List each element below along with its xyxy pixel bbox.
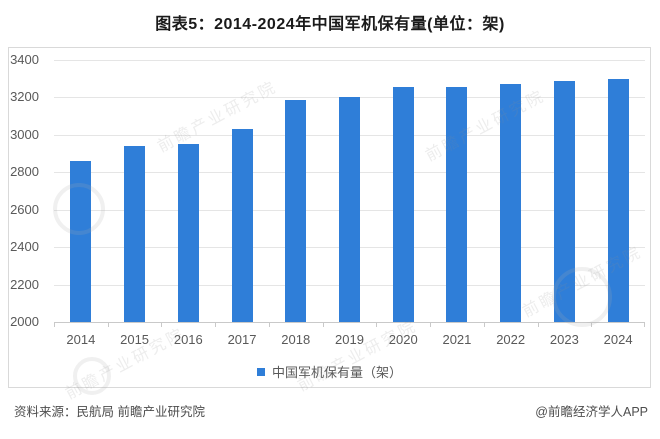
bar-2022 <box>500 84 522 322</box>
chart-area: 3400 3200 3000 2800 2600 2400 2200 2000 2014 201… <box>8 47 651 388</box>
x-axis-tick <box>107 323 109 327</box>
bar-2014 <box>70 161 92 322</box>
y-axis-labels: 3400 3200 3000 2800 2600 2400 2200 2000 <box>9 48 54 348</box>
y-tick-label-3400: 3400 <box>10 52 39 67</box>
x-axis-tick <box>268 323 270 327</box>
brand-text: @前瞻经济学人APP <box>535 405 648 419</box>
y-tick-label-2600: 2600 <box>10 201 39 217</box>
x-axis-tick <box>54 323 55 327</box>
bar-2019 <box>339 96 360 322</box>
bar-2024 <box>607 78 629 322</box>
x-axis-tick <box>161 323 163 327</box>
bar-2023 <box>553 80 575 322</box>
bar-2018 <box>285 100 307 322</box>
bar-2015 <box>124 146 146 322</box>
bar-2016 <box>177 144 199 322</box>
x-tick-label-2019: 2019 <box>335 332 364 347</box>
y-tick-label-3200: 3200 <box>10 89 39 105</box>
x-axis-tick <box>215 323 217 327</box>
x-tick-label-2020: 2020 <box>388 332 418 347</box>
y-tick-label-2400: 2400 <box>10 239 39 255</box>
chart-title: 图表5：2014-2024年中国军机保有量(单位：架) <box>155 16 505 33</box>
gridline-3400 <box>54 60 645 61</box>
x-tick-label-2017: 2017 <box>227 332 257 347</box>
x-axis-tick <box>483 323 485 327</box>
x-tick-label-2015: 2015 <box>120 332 150 347</box>
x-tick-label-2022: 2022 <box>496 332 526 347</box>
legend: 中国军机保有量（架） <box>9 362 650 381</box>
x-axis-tick <box>430 323 432 327</box>
x-axis-tick <box>591 323 593 327</box>
bar-2020 <box>392 87 414 322</box>
data-source-text: 资料来源：民航局 前瞻产业研究院 <box>14 405 205 419</box>
y-tick-label-2000: 2000 <box>10 314 39 329</box>
plot-area <box>54 60 645 327</box>
y-tick-label-2200: 2200 <box>10 276 39 292</box>
y-tick-label-3000: 3000 <box>10 126 39 142</box>
x-axis-labels: 2014 2015 2016 2017 2018 2019 2020 2021 2022 2023… <box>54 332 645 348</box>
x-axis-tick <box>376 323 378 327</box>
legend-label: 中国军机保有量（架） <box>271 365 402 380</box>
x-tick-label-2024: 2024 <box>603 332 633 347</box>
x-tick-label-2014: 2014 <box>66 332 96 347</box>
x-axis-tick <box>322 323 324 327</box>
x-tick-label-2021: 2021 <box>442 332 472 347</box>
x-tick-label-2016: 2016 <box>173 332 203 347</box>
x-tick-label-2023: 2023 <box>549 332 579 347</box>
x-tick-label-2018: 2018 <box>281 332 311 347</box>
y-tick-label-2800: 2800 <box>10 164 39 180</box>
x-axis-tick <box>644 323 645 327</box>
bar-2017 <box>231 129 253 322</box>
bar-2021 <box>446 87 468 322</box>
x-axis-tick <box>537 323 539 327</box>
legend-marker-icon <box>256 367 265 376</box>
